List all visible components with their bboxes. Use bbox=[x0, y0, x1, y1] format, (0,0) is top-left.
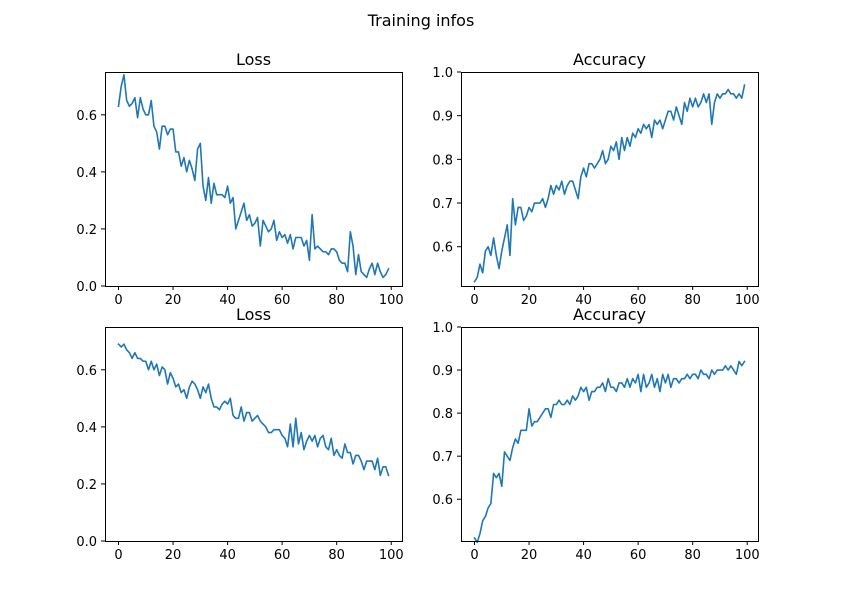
x-tick-label: 60 bbox=[630, 293, 647, 308]
series-line bbox=[117, 342, 390, 477]
axes-frame bbox=[105, 327, 403, 542]
y-tick-label: 0.2 bbox=[76, 478, 97, 493]
axes-frame bbox=[461, 327, 759, 542]
x-tick-label: 40 bbox=[219, 548, 236, 563]
x-tick-label: 80 bbox=[684, 548, 701, 563]
y-tick-label: 1.0 bbox=[432, 66, 453, 81]
figure-title: Training infos bbox=[367, 11, 475, 30]
subplot-title: Loss bbox=[236, 305, 271, 324]
subplot-top-left: Loss 0 20 40 60 80 100 0.0 0.2 0.4 0.6 bbox=[76, 50, 403, 308]
x-tick-label: 80 bbox=[328, 293, 345, 308]
subplot-bottom-right: Accuracy 0 20 40 60 80 100 0.6 0.7 0.8 0.9 1.0 bbox=[432, 305, 759, 563]
y-tick-label: 0.8 bbox=[432, 407, 453, 422]
y-tick-label: 0.9 bbox=[432, 110, 453, 125]
x-tick-label: 60 bbox=[274, 293, 291, 308]
y-tick-label: 0.8 bbox=[432, 153, 453, 168]
x-tick-label: 20 bbox=[521, 293, 538, 308]
subplot-title: Loss bbox=[236, 50, 271, 69]
x-tick-label: 0 bbox=[470, 293, 478, 308]
series-line bbox=[473, 360, 746, 544]
x-tick-label: 40 bbox=[219, 293, 236, 308]
y-tick-label: 0.0 bbox=[76, 280, 97, 295]
x-tick-label: 0 bbox=[114, 548, 122, 563]
y-tick-label: 0.4 bbox=[76, 421, 97, 436]
y-tick-label: 1.0 bbox=[432, 321, 453, 336]
x-tick-label: 60 bbox=[274, 548, 291, 563]
y-tick-label: 0.2 bbox=[76, 223, 97, 238]
y-tick-label: 0.7 bbox=[432, 197, 453, 212]
x-tick-label: 100 bbox=[735, 548, 760, 563]
subplot-title: Accuracy bbox=[573, 50, 646, 69]
y-tick-label: 0.6 bbox=[432, 241, 453, 256]
x-tick-label: 0 bbox=[470, 548, 478, 563]
subplot-bottom-left: Loss 0 20 40 60 80 100 0.0 0.2 0.4 0.6 bbox=[76, 305, 403, 563]
x-tick-label: 80 bbox=[684, 293, 701, 308]
y-tick-label: 0.4 bbox=[76, 166, 97, 181]
x-tick-label: 20 bbox=[165, 548, 182, 563]
subplot-title: Accuracy bbox=[573, 305, 646, 324]
x-tick-label: 40 bbox=[575, 293, 592, 308]
x-tick-label: 20 bbox=[521, 548, 538, 563]
series-line bbox=[473, 84, 746, 283]
y-tick-label: 0.6 bbox=[432, 493, 453, 508]
series-line bbox=[117, 74, 390, 279]
x-tick-label: 0 bbox=[114, 293, 122, 308]
axes-frame bbox=[105, 72, 403, 287]
x-tick-label: 20 bbox=[165, 293, 182, 308]
x-tick-label: 100 bbox=[379, 548, 404, 563]
x-tick-label: 60 bbox=[630, 548, 647, 563]
subplot-top-right: Accuracy 0 20 40 60 80 100 0.6 0.7 0.8 0.9 1.0 bbox=[432, 50, 759, 308]
y-tick-label: 0.6 bbox=[76, 364, 97, 379]
y-tick-label: 0.7 bbox=[432, 450, 453, 465]
axes-frame bbox=[461, 72, 759, 287]
x-tick-label: 40 bbox=[575, 548, 592, 563]
x-tick-label: 100 bbox=[735, 293, 760, 308]
x-tick-label: 100 bbox=[379, 293, 404, 308]
y-tick-label: 0.6 bbox=[76, 109, 97, 124]
y-tick-label: 0.9 bbox=[432, 364, 453, 379]
y-tick-label: 0.0 bbox=[76, 535, 97, 550]
subplot-grid: Loss 0 20 40 60 80 100 0.0 0.2 0.4 0.6 Accuracy 0 20 4… bbox=[76, 50, 759, 563]
x-tick-label: 80 bbox=[328, 548, 345, 563]
